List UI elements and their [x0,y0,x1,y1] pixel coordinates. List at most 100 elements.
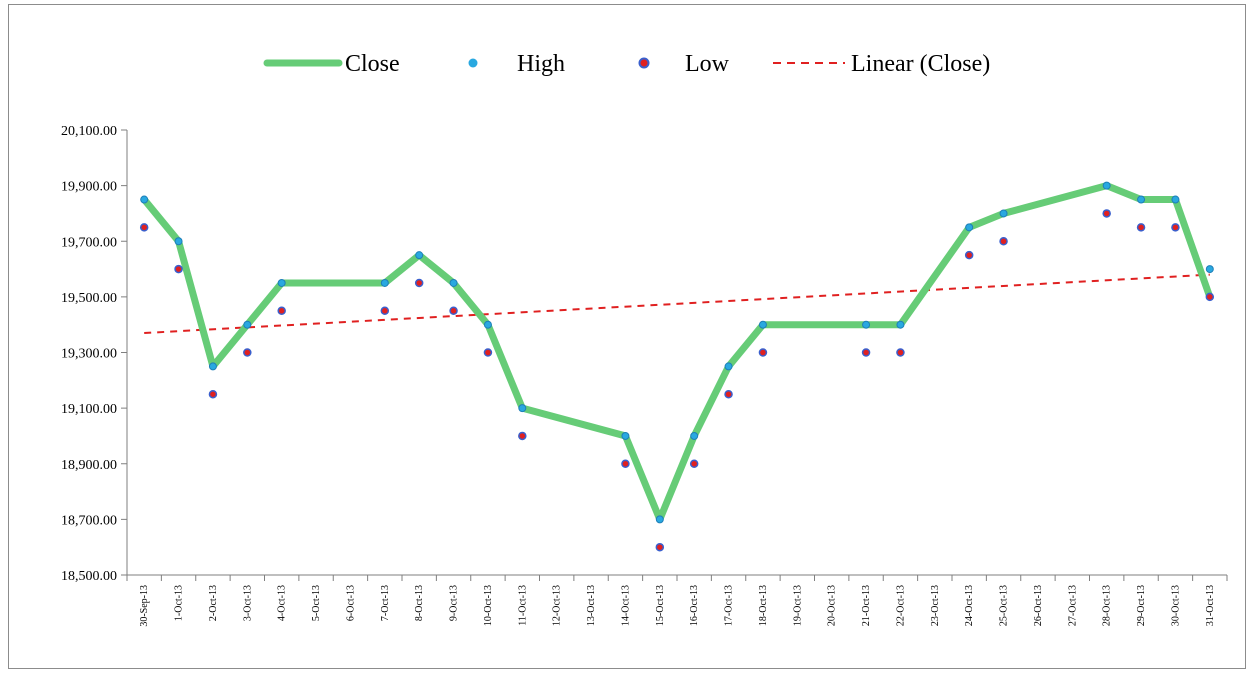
legend-high-label: High [517,51,565,77]
low-point [1171,223,1180,232]
low-point [1136,223,1146,232]
low-point [277,306,286,316]
high-point [965,223,974,232]
high-point [415,251,424,260]
low-point [139,223,149,232]
low-point [174,264,183,274]
high-point [1205,265,1214,274]
y-axis-ticks: 18,500.00 18,700.00 18,900.00 19,100.00 19,3… [61,124,127,584]
high-point [1137,195,1146,204]
high-point [690,431,699,440]
low-point [518,431,527,441]
x-tick-label: 2-Oct-13 [208,585,219,621]
x-tick-label: 7-Oct-13 [380,585,391,621]
x-tick-label: 23-Oct-13 [930,585,941,626]
high-series [140,181,1214,524]
x-tick-label: 16-Oct-13 [689,585,700,626]
low-point [483,348,493,357]
high-point [174,237,183,246]
close-series [140,182,1214,523]
x-tick-label: 11-Oct-13 [517,585,528,626]
low-point [861,348,871,357]
high-point [758,320,767,329]
low-point [1205,292,1215,302]
high-point [1102,181,1111,190]
legend-low-swatch [638,57,650,69]
low-point [689,459,699,468]
x-tick-label: 18-Oct-13 [758,585,769,626]
chart-frame: Close High Low Linear (Close) 18,500.00 1… [8,4,1246,669]
high-point [483,320,492,329]
x-tick-label: 26-Oct-13 [1033,585,1044,626]
x-tick-label: 13-Oct-13 [586,585,597,626]
x-tick-label: 20-Oct-13 [827,585,838,626]
low-point [414,278,424,288]
x-tick-label: 30-Sep-13 [139,585,150,627]
x-tick-label: 6-Oct-13 [345,585,356,621]
y-tick-label: 20,100.00 [61,124,117,139]
x-tick-label: 19-Oct-13 [792,585,803,626]
low-point [208,389,218,399]
x-tick-label: 25-Oct-13 [999,585,1010,626]
x-tick-label: 5-Oct-13 [311,585,322,621]
legend-low-label: Low [685,51,730,77]
x-tick-label: 8-Oct-13 [414,585,425,621]
y-tick-label: 18,700.00 [61,513,117,528]
x-tick-label: 22-Oct-13 [895,585,906,626]
y-tick-label: 19,300.00 [61,347,117,362]
x-tick-label: 27-Oct-13 [1067,585,1078,626]
high-point [724,362,733,371]
legend-trendline-label: Linear (Close) [851,51,990,77]
high-point [449,278,458,287]
x-tick-label: 29-Oct-13 [1136,585,1147,626]
high-point [655,515,664,524]
high-point [896,320,905,329]
x-tick-label: 28-Oct-13 [1102,585,1113,626]
y-tick-label: 19,700.00 [61,235,117,250]
x-axis-ticks: 30-Sep-13 1-Oct-13 2-Oct-13 3-Oct-13 4-Oct-1… [126,575,1228,627]
x-tick-label: 17-Oct-13 [724,585,735,626]
trendline-series [144,273,1210,335]
low-point [724,389,733,399]
x-tick-label: 30-Oct-13 [1170,585,1181,626]
legend-high-swatch [468,58,478,68]
y-tick-label: 19,900.00 [61,180,117,195]
x-tick-label: 12-Oct-13 [552,585,563,626]
line-chart: Close High Low Linear (Close) 18,500.001… [61,51,1228,627]
close-line [140,182,1214,523]
x-tick-label: 10-Oct-13 [483,585,494,626]
legend-close-label: Close [345,51,400,77]
y-tick-label: 18,900.00 [61,458,117,473]
y-tick-label: 19,500.00 [61,291,117,306]
x-tick-label: 21-Oct-13 [861,585,872,626]
low-point [999,237,1008,246]
y-tick-label: 19,100.00 [61,402,117,417]
low-point [758,348,768,357]
low-point [964,250,974,260]
y-tick-label: 18,500.00 [61,569,117,584]
low-point [621,459,630,468]
x-tick-label: 15-Oct-13 [655,585,666,626]
trendline [144,273,1210,335]
high-point [621,431,630,440]
x-tick-label: 14-Oct-13 [620,585,631,626]
x-tick-label: 31-Oct-13 [1205,585,1216,626]
high-point [140,195,149,204]
high-point [380,278,389,287]
high-point [862,320,871,329]
high-point [277,278,286,287]
low-point [896,348,905,357]
x-tick-label: 4-Oct-13 [277,585,288,621]
low-point [1102,209,1111,218]
x-tick-label: 3-Oct-13 [242,585,253,621]
low-point [449,306,458,316]
low-series [139,209,1215,552]
high-point [518,404,527,413]
x-tick-label: 1-Oct-13 [174,585,185,621]
x-tick-label: 9-Oct-13 [449,585,460,621]
high-point [208,362,217,371]
x-tick-label: 24-Oct-13 [964,585,975,626]
low-point [655,542,665,552]
high-point [243,320,252,329]
high-point [999,209,1008,218]
